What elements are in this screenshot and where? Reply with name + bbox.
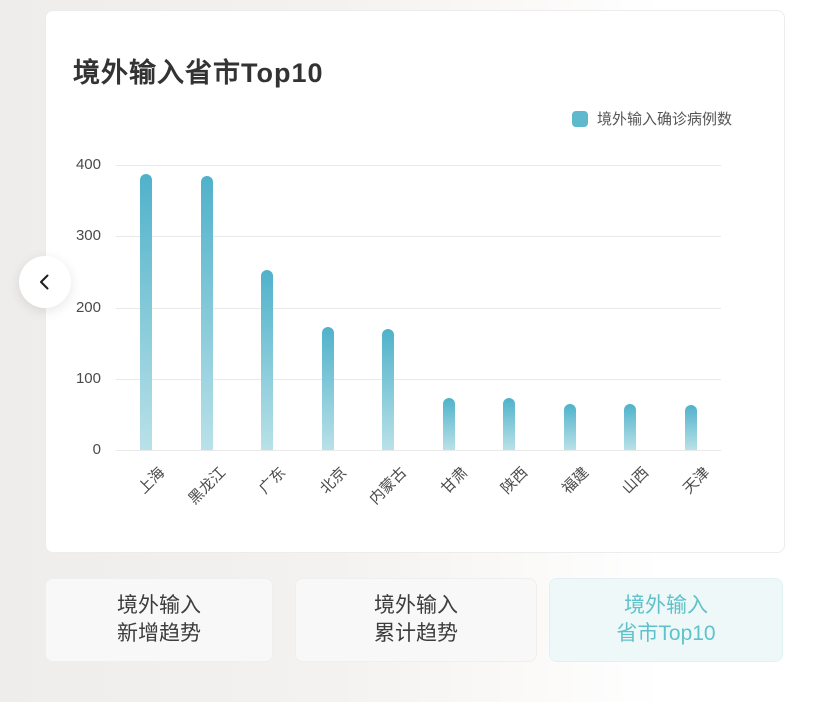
y-axis-tick-label: 0 <box>92 441 101 458</box>
bar-北京[interactable] <box>321 326 334 450</box>
tab-label-line: 新增趋势 <box>117 622 201 645</box>
bar-slot <box>661 165 722 450</box>
x-axis-label-slot: 内蒙古 <box>358 450 419 514</box>
y-axis-tick-label: 400 <box>75 156 101 173</box>
gridline <box>116 165 721 166</box>
bar-slot <box>419 165 480 450</box>
bar-广东[interactable] <box>261 269 274 450</box>
x-axis-label-slot: 上海 <box>116 450 177 514</box>
bar-slot <box>479 165 540 450</box>
tab-bar: 境外输入 新增趋势 境外输入 累计趋势 境外输入 省市Top10 <box>0 578 828 662</box>
bar-slot <box>358 165 419 450</box>
x-axis-labels: 上海 黑龙江 广东 北京 内蒙古 甘肃 陕西 福建 山西 天津 <box>116 450 721 514</box>
y-axis-tick-label: 200 <box>75 298 101 316</box>
y-axis-tick-label: 100 <box>75 369 101 387</box>
x-axis-label: 北京 <box>316 464 350 498</box>
x-axis-label-slot: 福建 <box>540 450 601 514</box>
legend: 境外输入确诊病例数 <box>571 108 732 129</box>
x-axis-label: 黑龙江 <box>185 464 229 508</box>
bar-上海[interactable] <box>140 173 153 450</box>
x-axis-label: 天津 <box>679 464 713 498</box>
tab-imported-cumulative-trend[interactable]: 境外输入 累计趋势 <box>295 578 537 662</box>
bar-slot <box>177 165 238 450</box>
bars-layer <box>116 165 721 450</box>
plot-area: 0 100 200 300 400 上海 黑龙江 广东 北京 内蒙古 甘肃 陕西 福建 山西 天津 <box>76 156 721 508</box>
x-axis-label-slot: 陕西 <box>479 450 540 514</box>
tab-label-line: 境外输入 <box>624 594 708 617</box>
carousel-prev-button[interactable] <box>19 256 71 308</box>
bar-山西[interactable] <box>624 404 637 450</box>
x-axis-label: 广东 <box>256 464 290 498</box>
bar-福建[interactable] <box>563 404 576 450</box>
chart-title: 境外输入省市Top10 <box>73 58 324 88</box>
bar-slot <box>237 165 298 450</box>
bar-slot <box>540 165 601 450</box>
gridline <box>116 450 721 451</box>
tab-label-line: 境外输入 <box>117 594 201 617</box>
tab-label-line: 省市Top10 <box>616 622 716 645</box>
gridline <box>116 307 721 309</box>
gridline <box>116 378 721 380</box>
x-axis-label: 福建 <box>558 464 592 498</box>
chevron-left-icon <box>40 274 49 290</box>
gridline <box>116 236 721 238</box>
x-axis-label-slot: 山西 <box>600 450 661 514</box>
x-axis-label: 内蒙古 <box>366 464 411 508</box>
x-axis-label-slot: 广东 <box>237 450 298 514</box>
legend-swatch <box>571 110 588 127</box>
bar-甘肃[interactable] <box>442 398 455 450</box>
x-axis-label: 上海 <box>135 464 169 498</box>
bar-slot <box>298 165 359 450</box>
bar-天津[interactable] <box>684 405 697 450</box>
x-axis-label-slot: 天津 <box>661 450 722 514</box>
legend-label: 境外输入确诊病例数 <box>596 111 732 128</box>
bar-黑龙江[interactable] <box>200 176 213 450</box>
tab-label-line: 境外输入 <box>374 594 458 617</box>
x-axis-label-slot: 甘肃 <box>419 450 480 514</box>
y-axis-tick-label: 300 <box>75 227 101 245</box>
bar-内蒙古[interactable] <box>382 328 395 450</box>
tab-imported-new-trend[interactable]: 境外输入 新增趋势 <box>45 578 273 662</box>
tab-imported-province-top10[interactable]: 境外输入省市Top10 <box>549 578 783 662</box>
tab-label-line: 累计趋势 <box>374 622 458 645</box>
x-axis-label: 山西 <box>619 464 653 498</box>
x-axis-label-slot: 黑龙江 <box>177 450 238 514</box>
chart-card: 境外输入省市Top10 境外输入确诊病例数 0 100 200 300 400 上海 黑龙… <box>45 10 785 553</box>
x-axis-label: 陕西 <box>498 464 532 498</box>
bar-陕西[interactable] <box>503 398 516 450</box>
bar-slot <box>116 165 177 450</box>
x-axis-label-slot: 北京 <box>298 450 359 514</box>
x-axis-label: 甘肃 <box>437 464 471 498</box>
bar-slot <box>600 165 661 450</box>
